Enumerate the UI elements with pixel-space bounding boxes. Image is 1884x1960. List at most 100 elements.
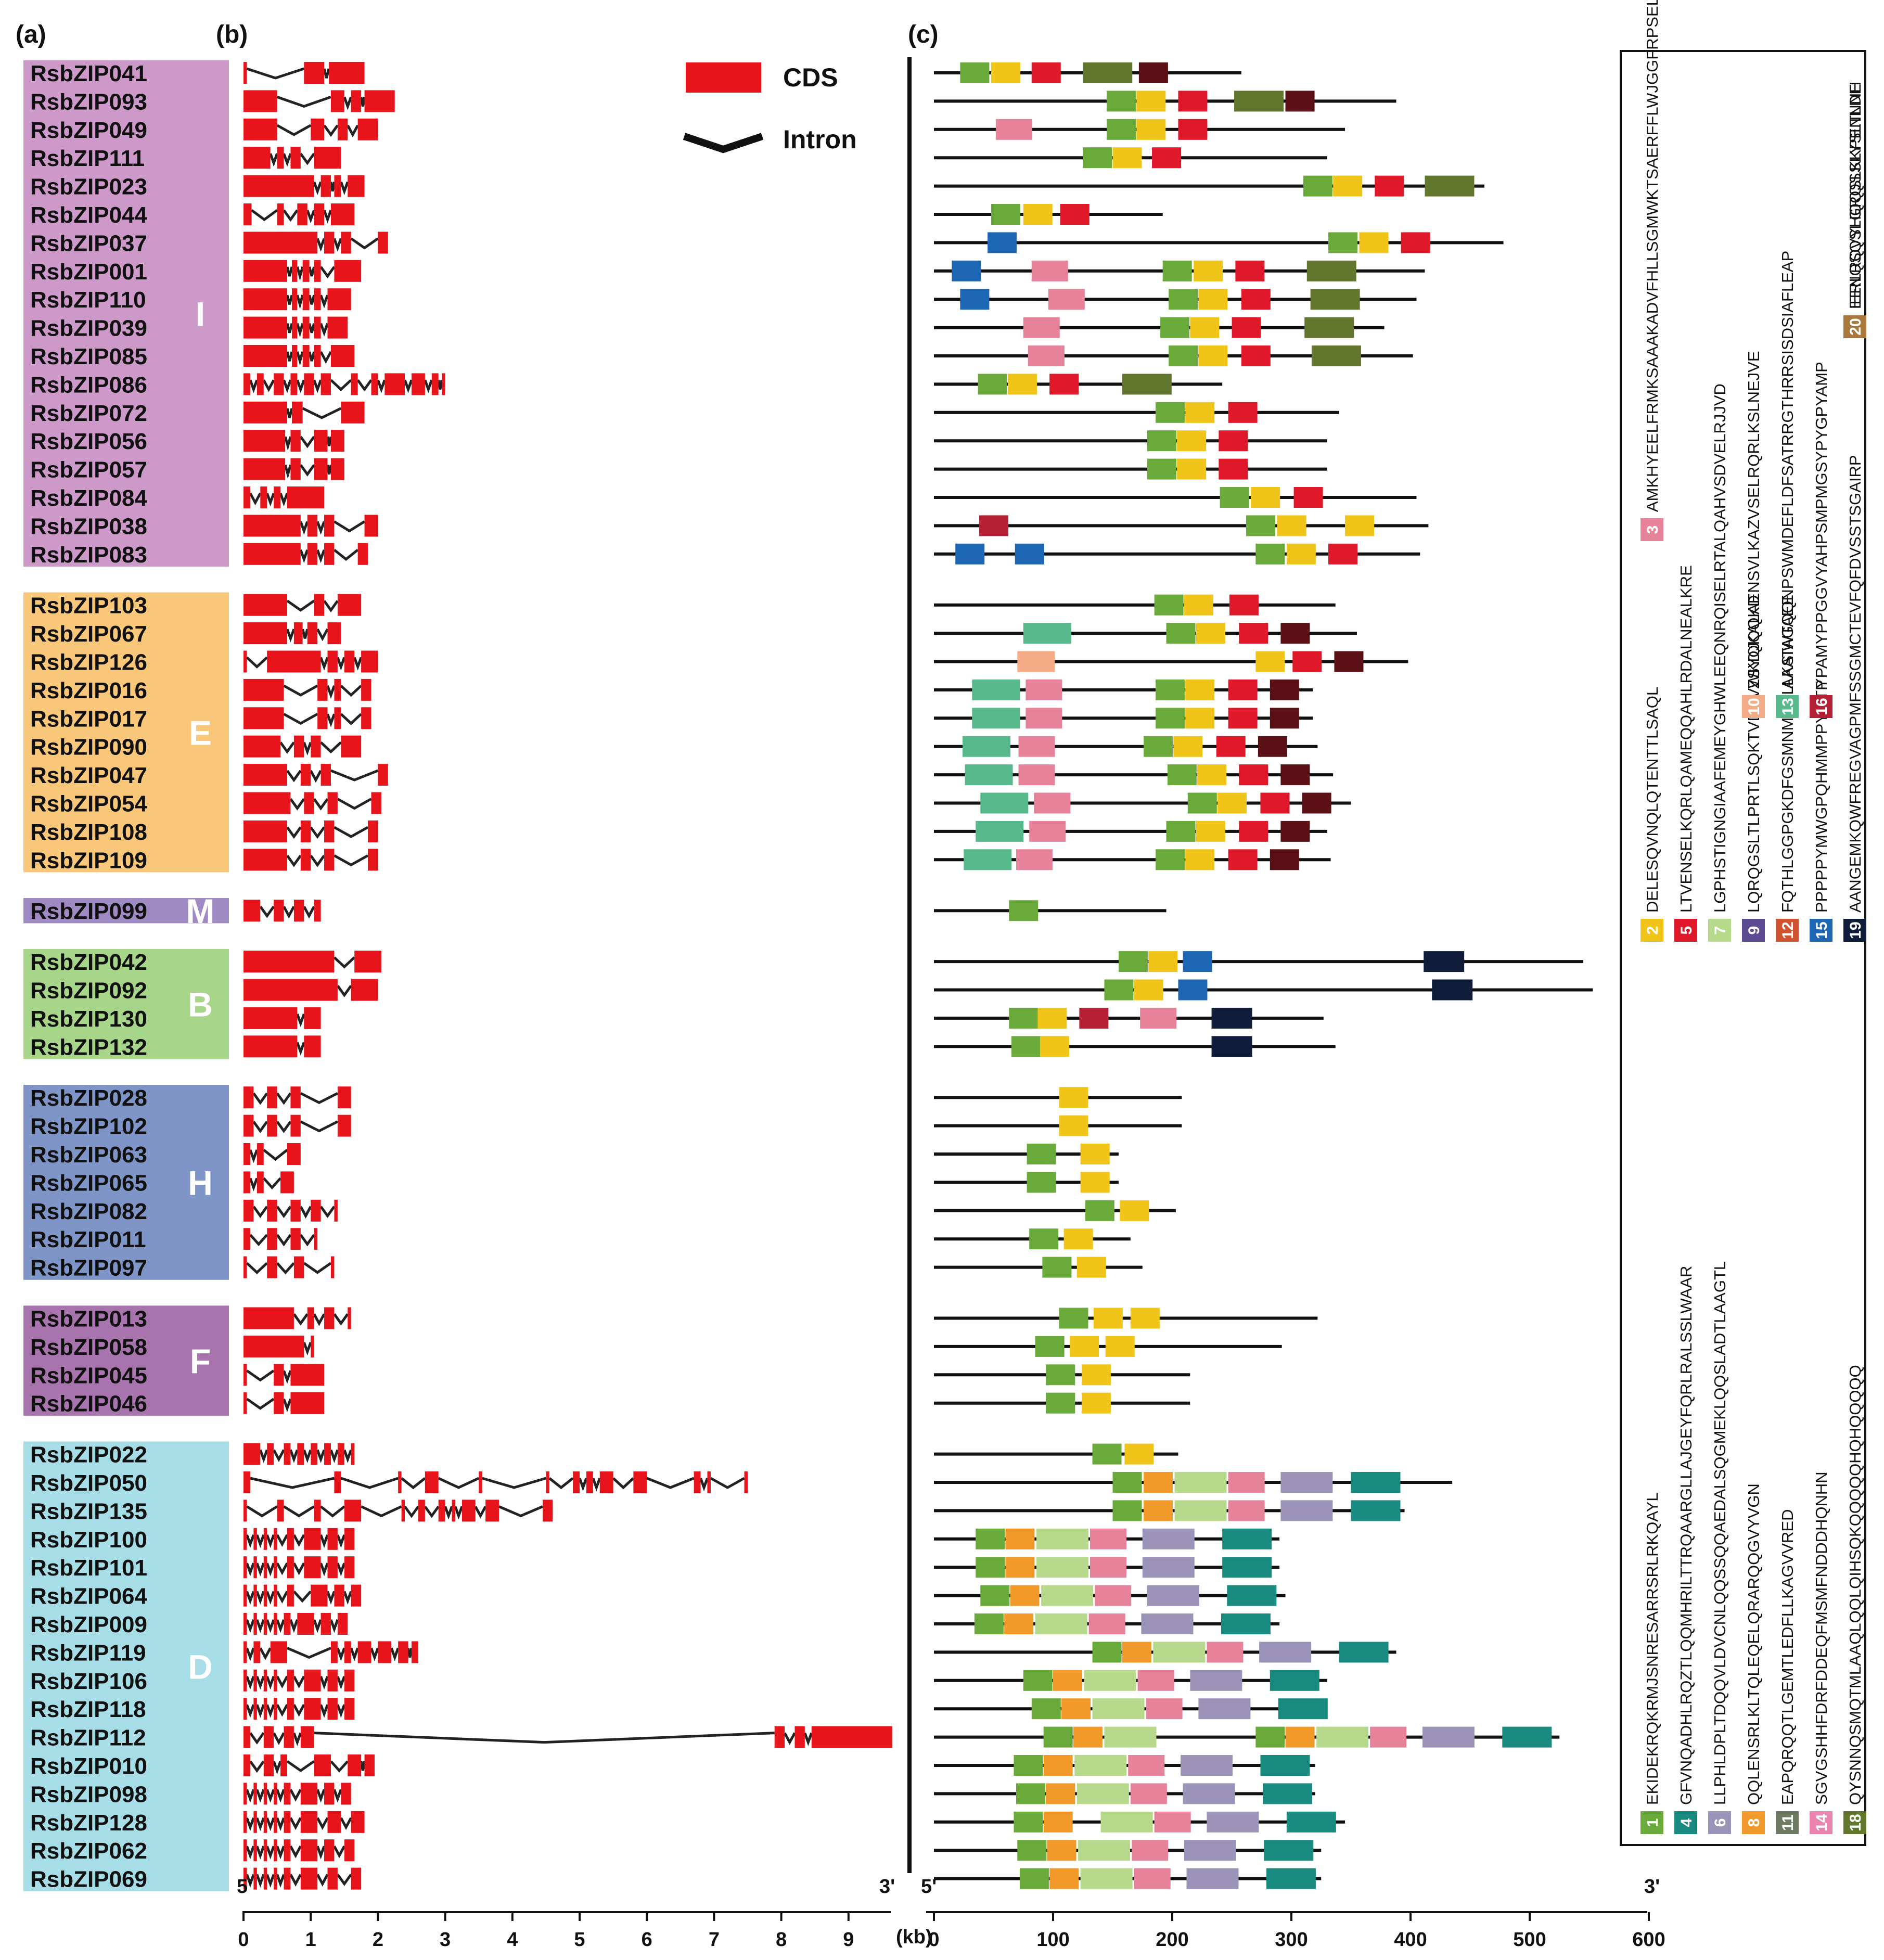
protein-motif-row — [934, 900, 1167, 921]
cds-exon — [334, 1471, 341, 1493]
intron-line — [292, 1732, 302, 1747]
cds-exon — [243, 1584, 247, 1607]
motif-3-box — [1095, 1585, 1132, 1606]
cds-exon — [280, 1171, 294, 1194]
intron-line — [340, 1817, 352, 1830]
cds-exon — [267, 1228, 277, 1250]
cds-exon — [324, 232, 335, 254]
cds-exon — [302, 316, 310, 339]
motif-6-box — [1280, 1500, 1333, 1521]
motif-1-box — [1169, 345, 1198, 366]
cds-exon — [243, 1007, 298, 1029]
motif-1-box — [1027, 1144, 1056, 1164]
cds-exon — [330, 430, 344, 452]
cds-exon — [327, 1669, 338, 1692]
cds-exon — [290, 1199, 301, 1222]
intron-line — [246, 1562, 255, 1577]
cds-exon — [243, 1471, 250, 1493]
gene-structure-row — [243, 1086, 351, 1109]
cds-exon — [317, 707, 328, 729]
intron-line — [333, 548, 359, 561]
cds-exon — [263, 1613, 267, 1635]
intron-line — [803, 1732, 813, 1747]
group-E-block — [23, 592, 229, 873]
motif-legend-number: 6 — [1712, 1818, 1729, 1827]
protein-motif-row — [934, 402, 1339, 423]
motif-2-box — [1197, 764, 1227, 786]
cds-exon — [337, 1443, 344, 1465]
cds-exon — [546, 1471, 549, 1493]
motif-legend-number: 18 — [1847, 1814, 1864, 1831]
intron-line — [246, 1369, 275, 1382]
cds-exon — [243, 1698, 247, 1720]
motif-2-box — [1184, 594, 1213, 616]
cds-exon — [243, 1839, 247, 1862]
motif-3-box — [1130, 1783, 1167, 1804]
intron-line — [276, 1619, 285, 1633]
motif-1-box — [1009, 900, 1039, 921]
intron-line — [498, 1505, 543, 1518]
cds-exon — [344, 1500, 362, 1522]
axis-c-tick-label: 0 — [928, 1929, 939, 1951]
cds-exon — [243, 1669, 247, 1692]
intron-line — [289, 1817, 302, 1830]
motif-15-box — [952, 260, 981, 281]
intron-line — [300, 1092, 339, 1105]
gene-name-label: RsbZIP045 — [30, 1363, 147, 1388]
intron-line — [272, 1732, 285, 1745]
cds-exon — [327, 622, 341, 645]
cds-exon — [267, 1443, 274, 1465]
intron-line — [263, 1149, 288, 1161]
intron-line — [289, 1619, 299, 1633]
motif-1-box — [1160, 317, 1190, 338]
motif-6-box — [1184, 1840, 1236, 1861]
intron-line — [249, 1732, 265, 1745]
intron-line — [316, 1874, 329, 1887]
motif-2-box — [1136, 119, 1166, 140]
cds-exon — [324, 515, 335, 537]
protein-motif-row — [934, 979, 1593, 1001]
motif-2-box — [1059, 1115, 1088, 1136]
gene-structure-row — [243, 430, 344, 452]
motif-2-box — [1080, 1172, 1110, 1193]
cds-exon — [274, 1556, 277, 1579]
motif-3-box — [1134, 1868, 1171, 1889]
intron-line — [246, 1534, 255, 1548]
protein-motif-row — [934, 1811, 1345, 1833]
motif-3-box — [1028, 345, 1065, 366]
cds-exon — [304, 62, 325, 84]
gene-structure-row — [243, 1392, 325, 1414]
cds-exon — [243, 345, 287, 367]
gene-name-label: RsbZIP057 — [30, 457, 147, 483]
motif-legend-sequence: IERLRQVYHQQSLKKPENNNH — [1846, 81, 1864, 309]
motif-2-box — [1177, 430, 1207, 452]
motif-6-box — [1181, 1755, 1233, 1776]
cds-exon — [243, 1613, 247, 1635]
cds-exon — [257, 1143, 264, 1165]
motif-3-box — [1088, 1613, 1125, 1634]
protein-motif-row — [934, 1336, 1282, 1357]
gene-name-label: RsbZIP058 — [30, 1335, 147, 1360]
intron-line — [276, 1789, 285, 1803]
gene-structure-row — [243, 543, 368, 565]
motif-17-box — [1280, 821, 1310, 842]
gene-structure-row — [243, 1500, 553, 1522]
motif-legend-swatch — [1810, 1811, 1832, 1834]
gene-name-label: RsbZIP130 — [30, 1006, 147, 1032]
intron-line — [333, 956, 355, 969]
cds-exon — [274, 1528, 277, 1550]
intron-line — [301, 629, 309, 639]
protein-motif-row — [934, 487, 1417, 508]
axis-c-tick-label: 300 — [1275, 1929, 1308, 1951]
cds-exon — [243, 678, 284, 701]
group-I-block — [23, 60, 229, 567]
motif-1-box — [1042, 1257, 1072, 1278]
cds-exon — [243, 1228, 250, 1250]
motif-5-box — [1229, 594, 1259, 616]
gene-name-label: RsbZIP090 — [30, 735, 147, 760]
motif-19-box — [1211, 1036, 1252, 1057]
motif-1-box — [974, 1613, 1004, 1634]
motif-1-box — [1169, 289, 1198, 310]
motif-legend-entry: 13 AAATAGQQNPSWMDEFLDFSATRRGTHRRSISDSIAFL… — [1776, 251, 1799, 718]
intron-line — [286, 1760, 315, 1773]
